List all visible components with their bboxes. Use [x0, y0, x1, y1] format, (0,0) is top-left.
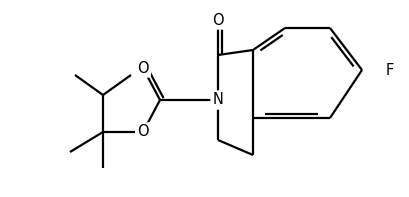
Text: O: O	[137, 125, 148, 139]
Text: O: O	[137, 60, 148, 75]
Text: N: N	[212, 93, 223, 108]
Text: F: F	[385, 62, 393, 77]
Text: O: O	[212, 12, 223, 28]
